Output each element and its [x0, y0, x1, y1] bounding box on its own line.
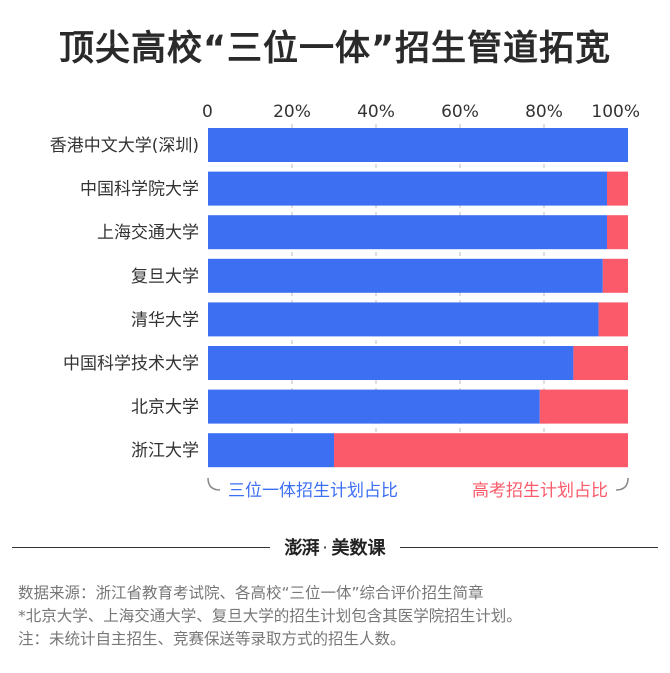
category-label: 中国科学院大学 — [80, 180, 199, 200]
brand-separator: · — [322, 537, 328, 557]
bar-gaokao — [607, 171, 628, 206]
bar-sanweiyiti — [208, 389, 540, 424]
bar-gaokao — [539, 389, 628, 424]
x-tick-label: 100% — [591, 102, 640, 122]
bar-sanweiyiti — [208, 302, 599, 337]
legend-bracket-right — [615, 477, 629, 491]
x-tick-label: 40% — [357, 102, 395, 122]
bar-sanweiyiti — [208, 346, 574, 380]
bar-sanweiyiti — [208, 215, 607, 250]
category-label: 清华大学 — [131, 310, 199, 330]
legend-label-sanweiyiti: 三位一体招生计划占比 — [228, 481, 398, 501]
brand-logo-text: 澎湃 — [284, 538, 319, 559]
notes: 数据来源：浙江省教育考试院、各高校“三位一体”综合评价招生简章 *北京大学、上海… — [18, 582, 658, 651]
x-axis-ticks: 0 20% 40% 60% 80% 100% — [202, 102, 640, 122]
category-label: 上海交通大学 — [97, 223, 199, 243]
bar-sanweiyiti — [208, 171, 607, 206]
bar-gaokao — [334, 433, 628, 468]
category-label: 浙江大学 — [131, 441, 199, 461]
stacked-bar-chart: 0 20% 40% 60% 80% 100% 香港中文大学(深圳) 中国科学院大学上海交通大… — [50, 102, 640, 501]
x-tick-label: 80% — [525, 102, 563, 122]
bar-sanweiyiti — [208, 128, 628, 162]
legend-bracket-left — [207, 477, 221, 491]
bar-gaokao — [607, 215, 628, 250]
category-labels: 香港中文大学(深圳) 中国科学院大学上海交通大学复旦大学清华大学中国科学技术大学北… — [50, 136, 199, 461]
bar-gaokao — [573, 346, 628, 380]
footnote: *北京大学、上海交通大学、复旦大学的招生计划包含其医学院招生计划。 — [18, 607, 522, 625]
category-label: 复旦大学 — [131, 267, 199, 287]
bar-sanweiyiti — [208, 258, 603, 293]
brand-logo: 澎湃 · 美数课 — [270, 531, 400, 563]
chart-title: 顶尖高校“三位一体”招生管道拓宽 — [58, 29, 611, 69]
remark-note: 注：未统计自主招生、竞赛保送等录取方式的招生人数。 — [18, 630, 406, 648]
legend-label-gaokao: 高考招生计划占比 — [472, 481, 608, 501]
brand-name: 美数课 — [331, 538, 386, 559]
x-tick-label: 60% — [441, 102, 479, 122]
source-note: 数据来源：浙江省教育考试院、各高校“三位一体”综合评价招生简章 — [18, 584, 484, 602]
category-label: 北京大学 — [131, 398, 199, 418]
x-tick-label: 0 — [202, 102, 213, 122]
bar-sanweiyiti — [208, 433, 334, 468]
bars — [208, 128, 628, 468]
legend: 三位一体招生计划占比 高考招生计划占比 — [207, 477, 629, 501]
bar-gaokao — [598, 302, 628, 337]
category-label: 中国科学技术大学 — [63, 354, 199, 374]
category-label: 香港中文大学(深圳) — [50, 136, 199, 156]
bar-gaokao — [602, 258, 628, 293]
x-tick-label: 20% — [273, 102, 311, 122]
